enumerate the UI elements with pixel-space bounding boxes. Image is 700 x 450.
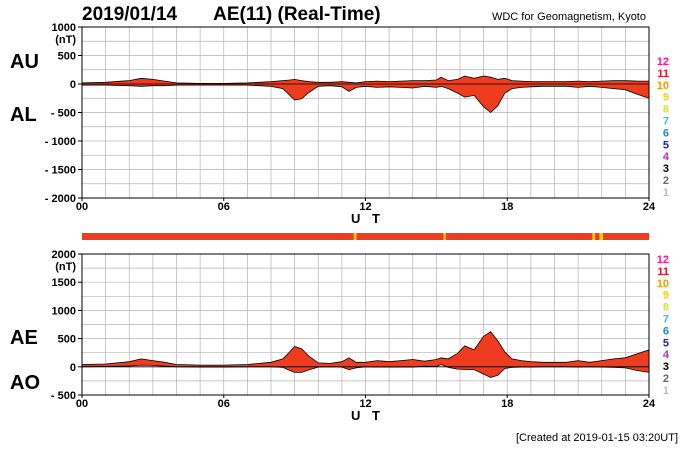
legend-level-11: 11 bbox=[657, 266, 669, 278]
legend-level-10: 10 bbox=[657, 278, 669, 290]
y-tick-label: 1500 bbox=[52, 277, 76, 289]
legend-level-2: 2 bbox=[663, 175, 669, 187]
y-tick-label: - 500 bbox=[51, 108, 76, 120]
chart-title: 2019/01/14 AE(11) (Real-Time) bbox=[82, 4, 381, 26]
x-axis-label: U T bbox=[351, 408, 384, 423]
legend-level-3: 3 bbox=[663, 361, 669, 373]
x-tick-label: 12 bbox=[359, 201, 371, 213]
ao-label: AO bbox=[10, 372, 40, 394]
x-tick-label: 24 bbox=[643, 201, 656, 213]
legend-level-2: 2 bbox=[663, 373, 669, 385]
legend-level-12: 12 bbox=[657, 254, 669, 266]
x-tick-label: 24 bbox=[643, 398, 656, 410]
x-tick-label: 00 bbox=[76, 398, 88, 410]
created-timestamp: [Created at 2019-01-15 03:20UT] bbox=[515, 432, 678, 444]
source-label: WDC for Geomagnetism, Kyoto bbox=[491, 11, 646, 23]
y-tick-label: - 500 bbox=[51, 390, 76, 402]
legend-level-1: 1 bbox=[663, 385, 669, 397]
y-tick-label: 0 bbox=[70, 362, 76, 374]
legend-level-8: 8 bbox=[663, 104, 669, 116]
x-tick-label: 06 bbox=[218, 201, 230, 213]
legend-level-5: 5 bbox=[663, 139, 669, 151]
au-label: AU bbox=[10, 51, 39, 73]
y-tick-label: 2000 bbox=[52, 249, 76, 261]
y-tick-label: 500 bbox=[58, 51, 76, 63]
legend-level-7: 7 bbox=[663, 116, 669, 128]
x-tick-label: 12 bbox=[359, 398, 371, 410]
y-tick-label: 1000 bbox=[52, 305, 76, 317]
y-tick-label: - 1500 bbox=[45, 165, 76, 177]
x-tick-label: 18 bbox=[501, 398, 513, 410]
legend-level-4: 4 bbox=[663, 349, 670, 361]
ae-label: AE bbox=[10, 327, 38, 349]
legend-level-6: 6 bbox=[663, 325, 669, 337]
legend-level-4: 4 bbox=[663, 151, 670, 163]
al-label: AL bbox=[10, 104, 37, 126]
status-flag-segment bbox=[592, 233, 596, 240]
legend-level-3: 3 bbox=[663, 163, 669, 175]
status-flag-segment bbox=[443, 233, 446, 240]
legend-level-10: 10 bbox=[657, 80, 669, 92]
ae-ao-area bbox=[82, 331, 649, 378]
x-tick-label: 18 bbox=[501, 201, 513, 213]
unit-label: (nT) bbox=[55, 34, 76, 46]
date-label: 2019/01/14 bbox=[82, 4, 178, 25]
status-flag-segment bbox=[599, 233, 603, 240]
legend-level-5: 5 bbox=[663, 337, 669, 349]
al-series-line bbox=[82, 84, 650, 114]
x-axis-label: U T bbox=[351, 211, 384, 226]
y-tick-label: 1000 bbox=[52, 22, 76, 34]
legend-level-12: 12 bbox=[657, 56, 669, 68]
index-title: AE(11) (Real-Time) bbox=[213, 4, 381, 25]
legend-level-8: 8 bbox=[663, 302, 669, 314]
x-tick-label: 00 bbox=[76, 201, 88, 213]
status-bar bbox=[82, 233, 649, 240]
legend-level-11: 11 bbox=[657, 68, 669, 80]
unit-label: (nT) bbox=[55, 261, 76, 273]
legend-level-7: 7 bbox=[663, 314, 669, 326]
y-tick-label: - 1000 bbox=[45, 136, 76, 148]
y-tick-label: 0 bbox=[70, 79, 76, 91]
au-al-area bbox=[82, 76, 649, 113]
legend-level-1: 1 bbox=[663, 187, 669, 199]
status-flag-segment bbox=[353, 233, 357, 240]
legend-level-6: 6 bbox=[663, 127, 669, 139]
ae-series-line bbox=[81, 331, 650, 366]
au-series-line bbox=[81, 75, 649, 84]
y-tick-label: 500 bbox=[58, 334, 76, 346]
legend-level-9: 9 bbox=[663, 92, 669, 104]
y-tick-label: - 2000 bbox=[45, 193, 76, 205]
legend-level-9: 9 bbox=[663, 290, 669, 302]
x-tick-label: 06 bbox=[218, 398, 230, 410]
